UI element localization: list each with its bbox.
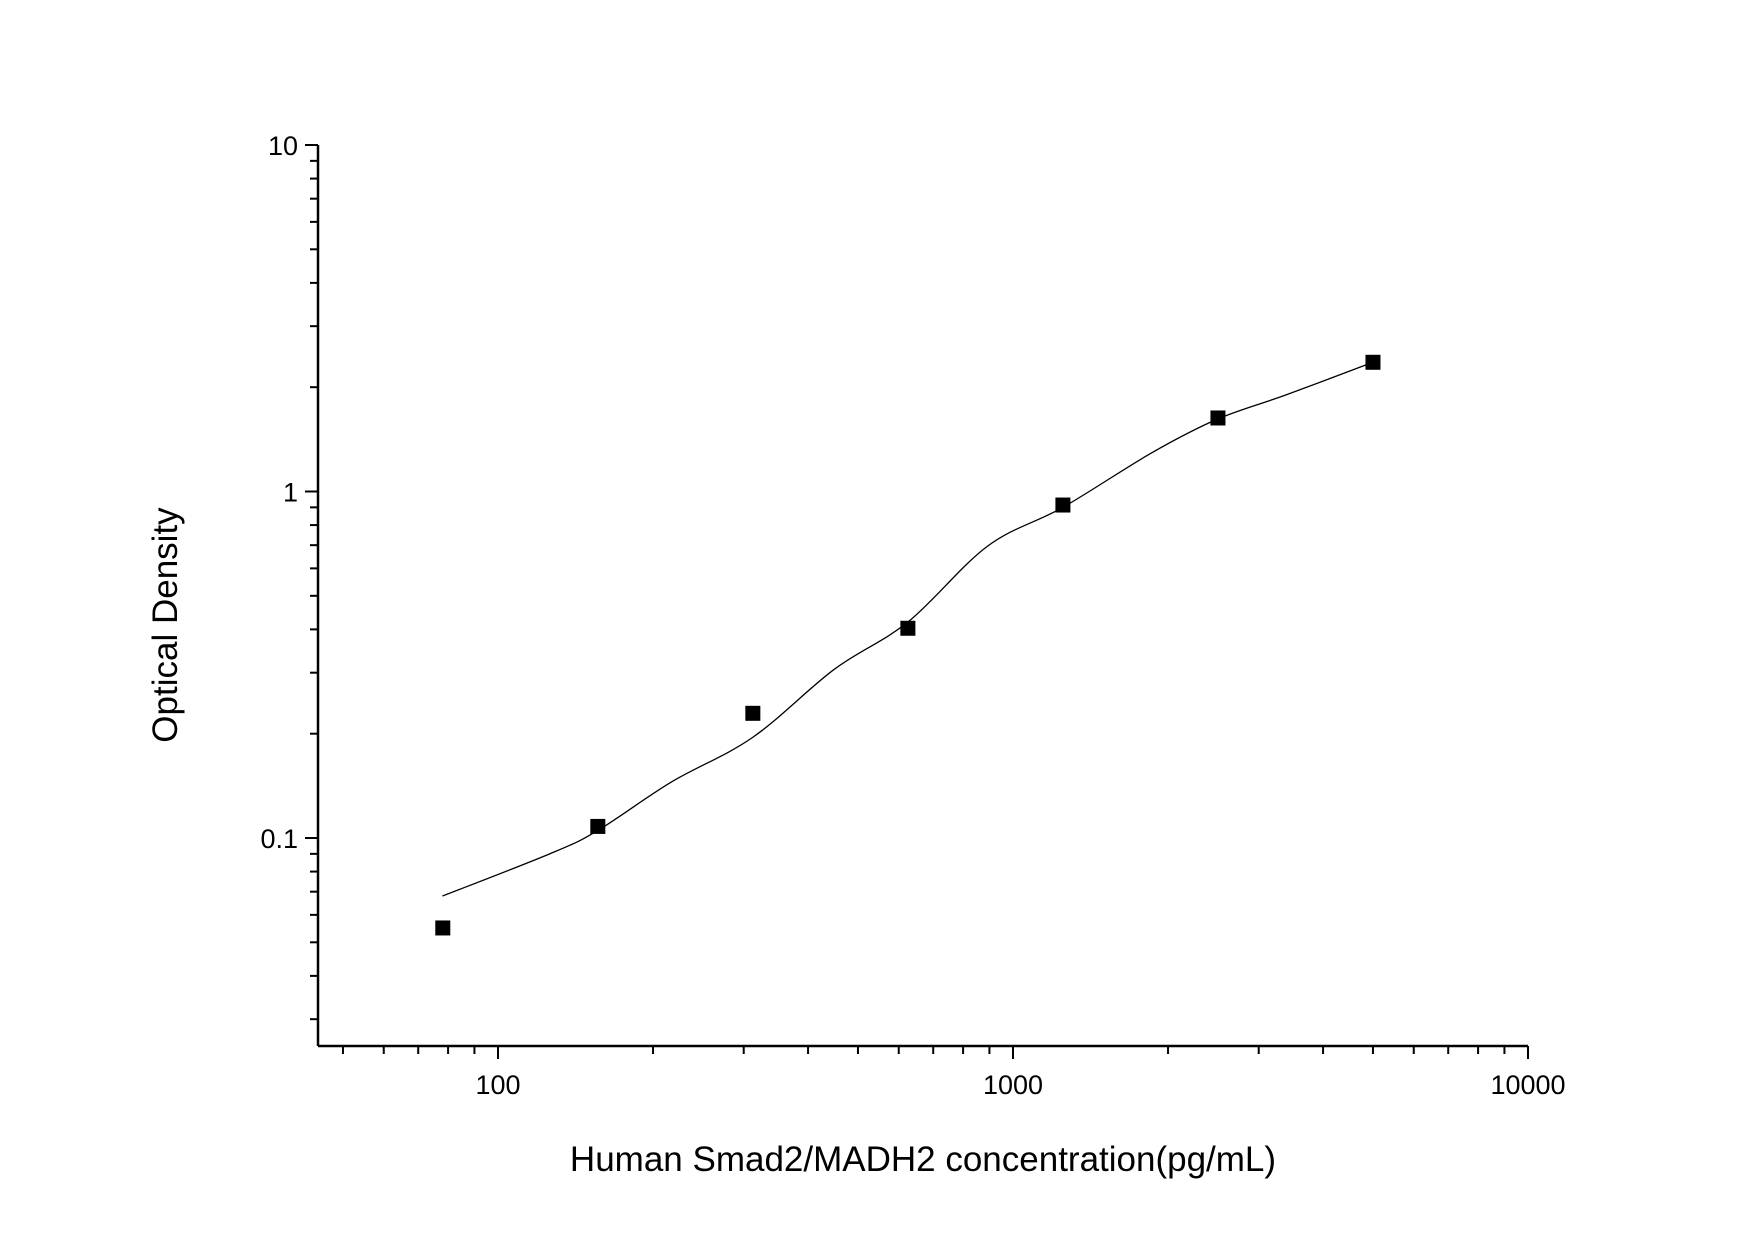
y-tick-label: 1 xyxy=(283,478,298,508)
data-points xyxy=(435,354,1381,936)
data-point xyxy=(590,818,606,834)
data-point xyxy=(1210,410,1226,426)
x-tick-label: 10000 xyxy=(1490,1070,1565,1100)
x-tick-label: 100 xyxy=(475,1070,520,1100)
x-axis-label: Human Smad2/MADH2 concentration(pg/mL) xyxy=(570,1140,1276,1179)
y-tick-label: 10 xyxy=(268,131,298,161)
axes: 100 1000 10000 0.1 1 10 xyxy=(260,131,1565,1100)
y-tick-label: 0.1 xyxy=(260,824,298,854)
data-point xyxy=(435,920,451,936)
data-point xyxy=(1055,497,1071,513)
data-point xyxy=(900,620,916,636)
y-axis-label: Optical Density xyxy=(146,507,185,743)
data-point xyxy=(745,705,761,721)
data-point xyxy=(1365,354,1381,370)
x-tick-label: 1000 xyxy=(983,1070,1043,1100)
